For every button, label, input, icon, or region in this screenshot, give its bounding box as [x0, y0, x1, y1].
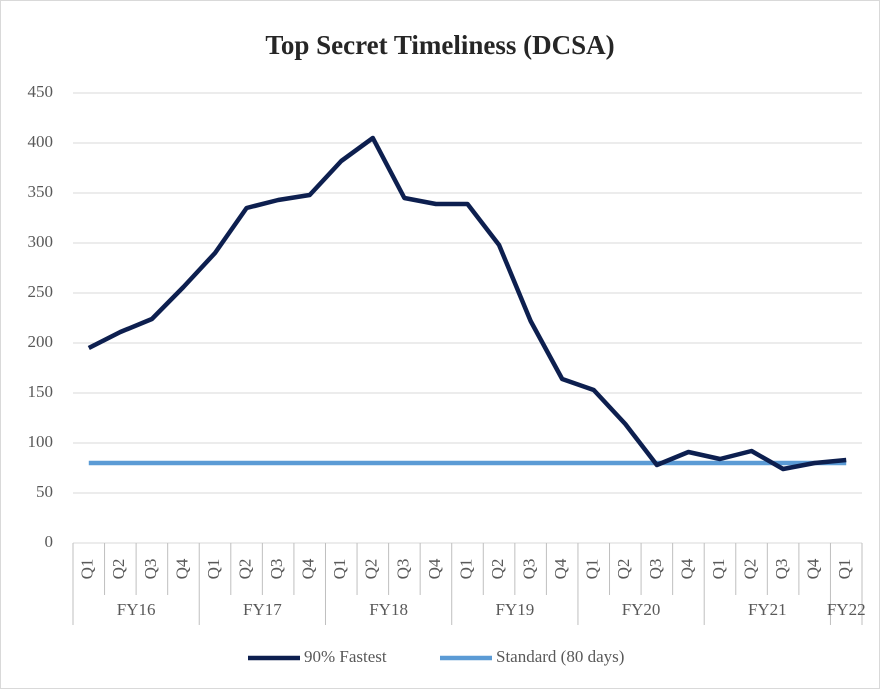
x-tick-label: Q1	[709, 559, 728, 580]
x-tick-label: Q1	[78, 559, 97, 580]
x-tick-label: Q2	[109, 559, 128, 580]
x-group-label: FY16	[117, 600, 156, 619]
chart-title: Top Secret Timeliness (DCSA)	[265, 30, 614, 60]
y-tick-label: 200	[28, 332, 54, 351]
x-tick-label: Q3	[646, 559, 665, 580]
x-tick-label: Q1	[835, 559, 854, 580]
x-tick-label: Q3	[267, 559, 286, 580]
y-tick-label: 450	[28, 82, 54, 101]
y-tick-label: 250	[28, 282, 54, 301]
y-tick-label: 50	[36, 482, 53, 501]
x-tick-label: Q3	[141, 559, 160, 580]
y-tick-label: 100	[28, 432, 54, 451]
x-tick-label: Q4	[551, 558, 570, 579]
x-group-label: FY21	[748, 600, 787, 619]
x-tick-label: Q3	[393, 559, 412, 580]
y-tick-label: 300	[28, 232, 54, 251]
x-group-label: FY19	[495, 600, 534, 619]
x-tick-label: Q1	[204, 559, 223, 580]
x-tick-label: Q1	[330, 559, 349, 580]
x-tick-label: Q2	[362, 559, 381, 580]
x-tick-label: Q2	[740, 559, 759, 580]
x-tick-label: Q2	[235, 559, 254, 580]
x-tick-label: Q4	[172, 558, 191, 579]
y-tick-label: 150	[28, 382, 54, 401]
x-group-label: FY18	[369, 600, 408, 619]
x-group-label: FY22	[827, 600, 866, 619]
x-group-label: FY17	[243, 600, 282, 619]
x-tick-label: Q1	[456, 559, 475, 580]
x-tick-label: Q4	[804, 558, 823, 579]
x-tick-label: Q3	[520, 559, 539, 580]
y-tick-label: 400	[28, 132, 54, 151]
x-tick-label: Q3	[772, 559, 791, 580]
y-tick-label: 0	[45, 532, 54, 551]
x-tick-label: Q2	[614, 559, 633, 580]
x-tick-label: Q4	[677, 558, 696, 579]
x-group-label: FY20	[622, 600, 661, 619]
x-tick-label: Q4	[425, 558, 444, 579]
x-tick-label: Q1	[583, 559, 602, 580]
line-series	[87, 135, 847, 472]
x-tick-label: Q2	[488, 559, 507, 580]
legend-label: Standard (80 days)	[496, 647, 624, 666]
y-tick-label: 350	[28, 182, 54, 201]
legend-label: 90% Fastest	[304, 647, 387, 666]
x-tick-label: Q4	[299, 558, 318, 579]
